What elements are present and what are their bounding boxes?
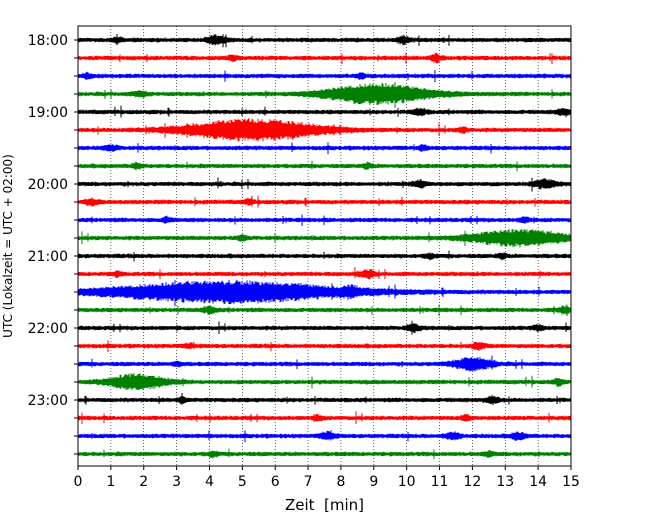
x-tick-label: 0 [74,474,83,490]
x-tick-label: 12 [463,474,481,490]
y-tick-label: 21:00 [28,249,68,265]
y-tick-label: 23:00 [28,393,68,409]
x-tick-label: 15 [562,474,580,490]
x-tick-label: 9 [369,474,378,490]
x-tick-label: 11 [431,474,449,490]
x-tick-label: 4 [205,474,214,490]
x-tick-label: 7 [304,474,313,490]
x-tick-label: 1 [106,474,115,490]
x-axis: 0 1 2 3 4 5 6 7 8 9 10 11 12 13 14 15 [74,466,580,490]
x-tick-label: 14 [529,474,547,490]
x-tick-label: 8 [336,474,345,490]
x-tick-label: 3 [172,474,181,490]
y-axis-label: UTC (Lokalzeit = UTC + 02:00) [1,154,15,338]
x-tick-label: 13 [496,474,514,490]
y-tick-label: 22:00 [28,321,68,337]
y-tick-label: 19:00 [28,105,68,121]
y-tick-label: 20:00 [28,177,68,193]
x-axis-label: Zeit [min] [285,496,364,514]
plot-frame [77,25,572,467]
x-tick-label: 10 [398,474,416,490]
grid-lines [110,26,539,466]
x-tick-label: 2 [139,474,148,490]
x-tick-label: 5 [238,474,247,490]
y-tick-label: 18:00 [28,33,68,49]
x-tick-label: 6 [271,474,280,490]
y-axis: 18:00 19:00 20:00 21:00 22:00 23:00 [28,33,78,455]
